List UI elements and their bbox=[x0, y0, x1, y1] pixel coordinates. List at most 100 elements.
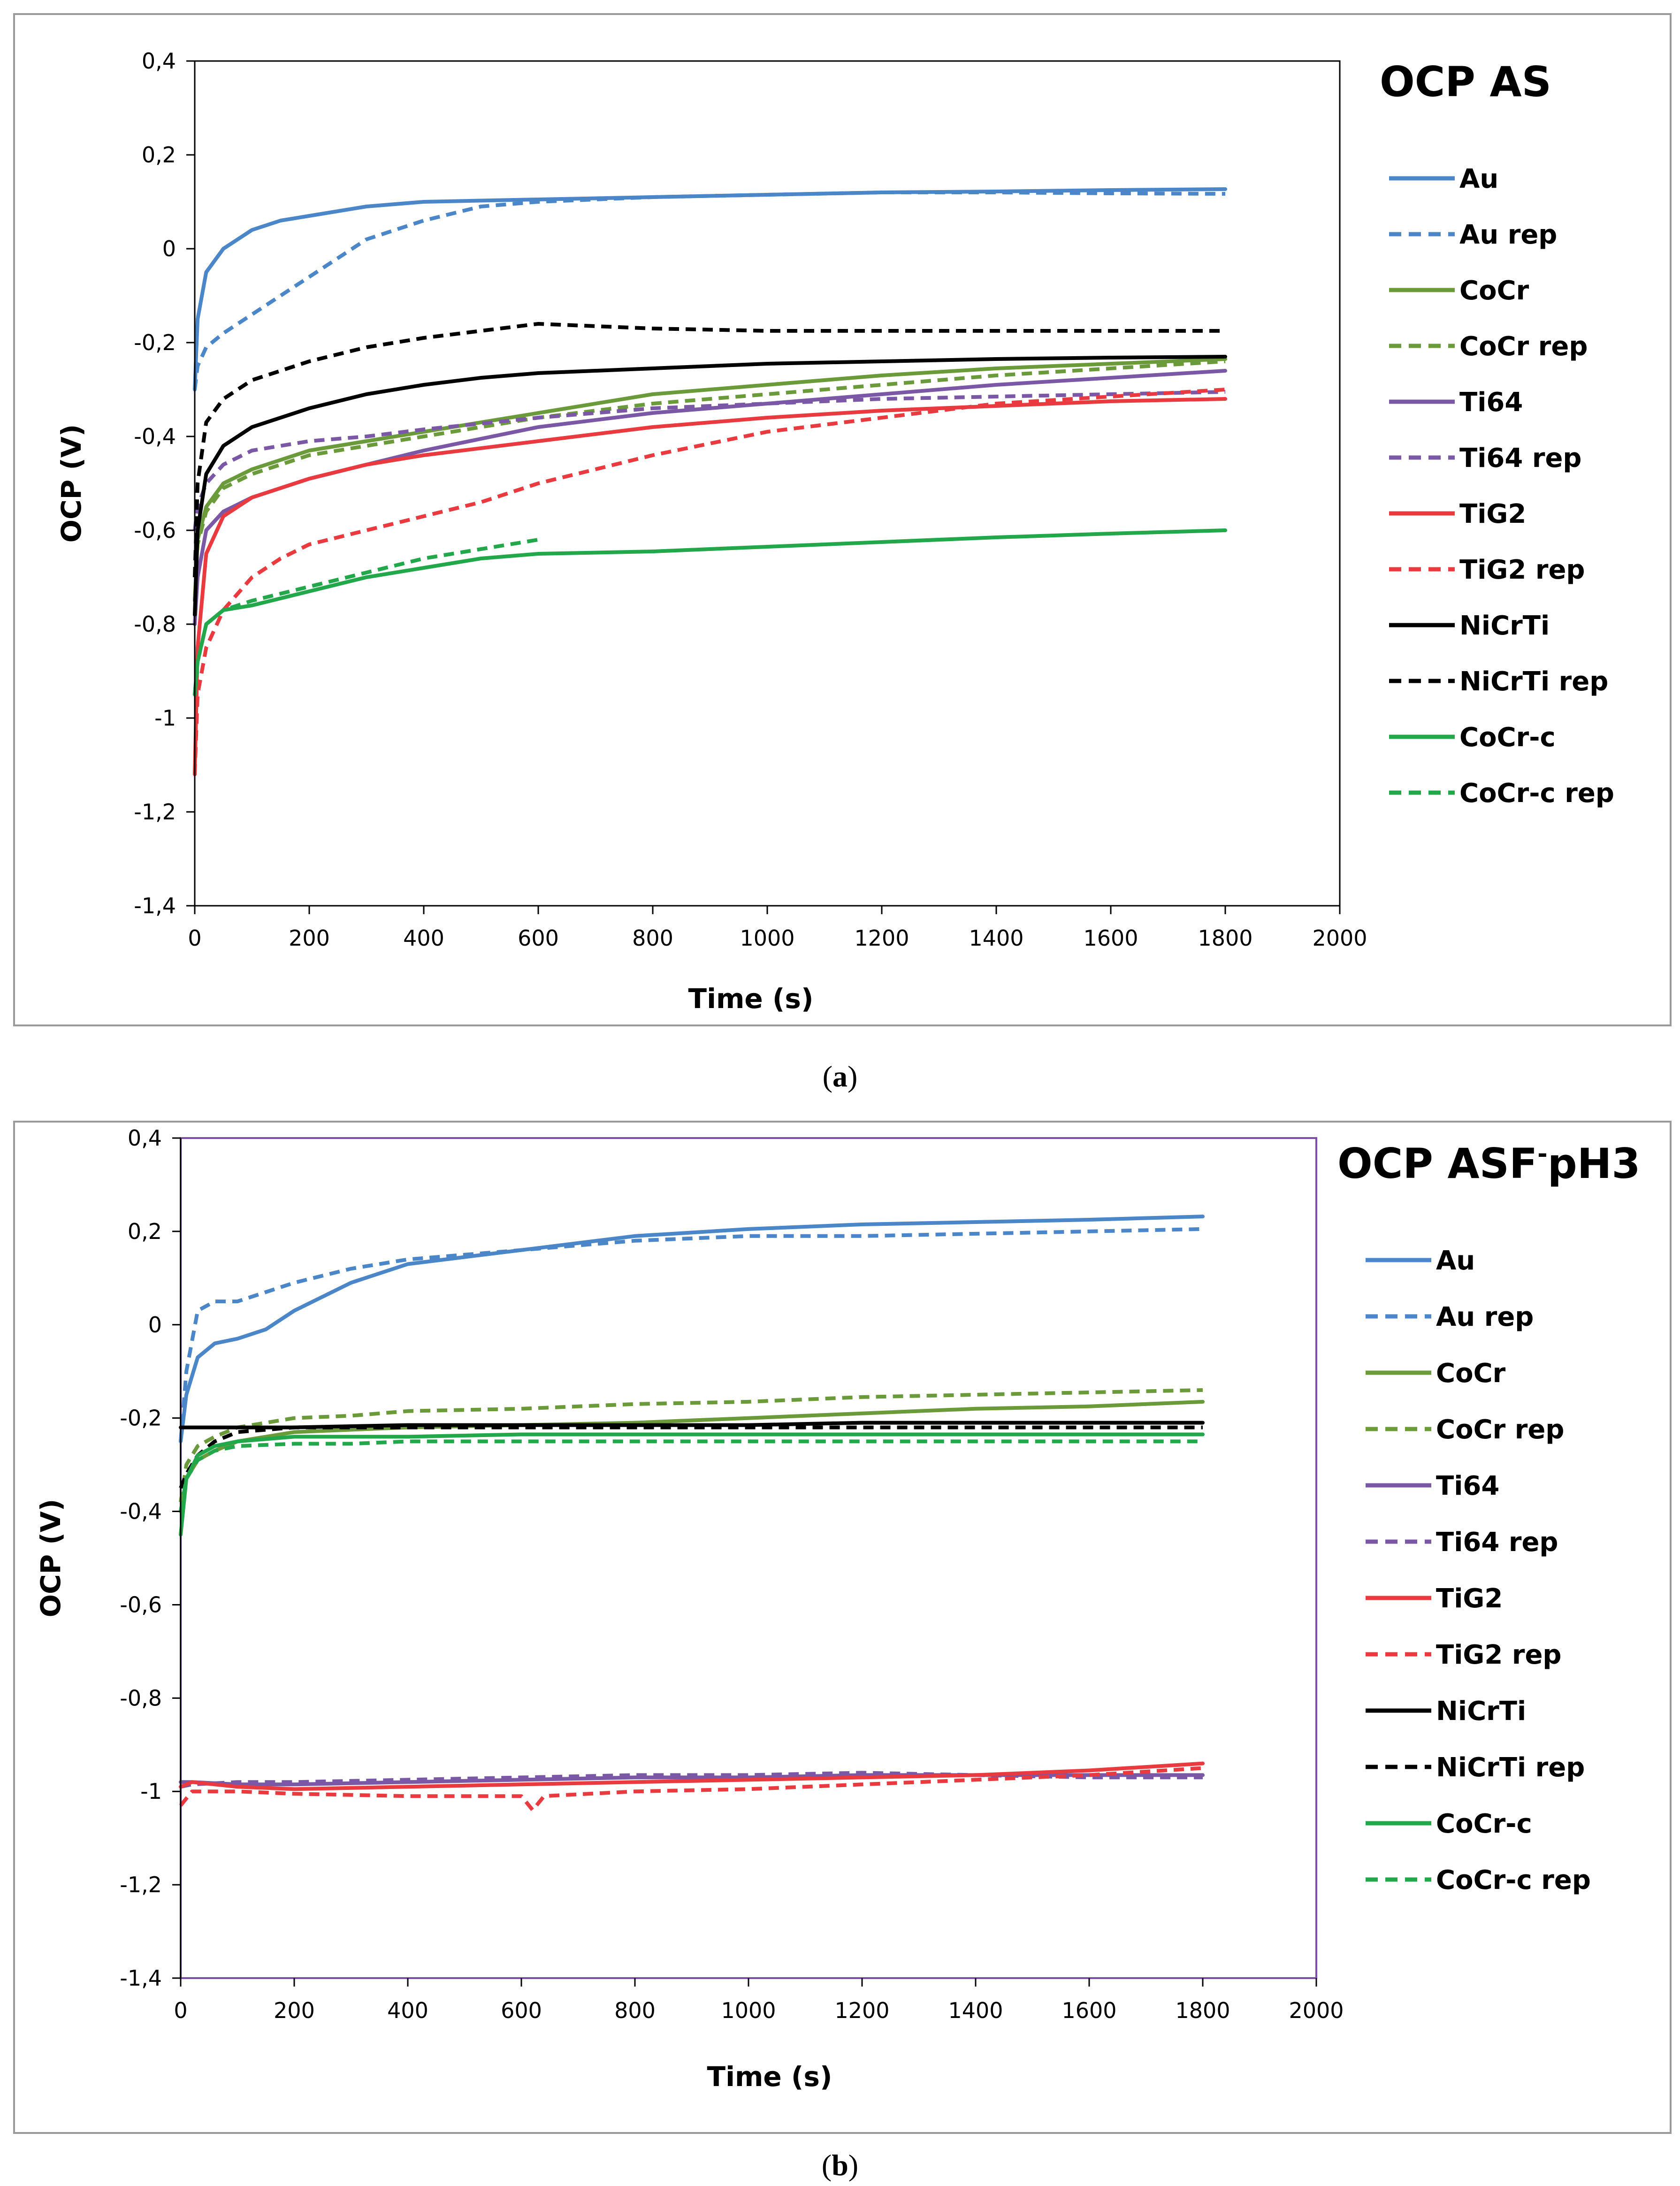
x-tick-label-a: 800 bbox=[632, 925, 673, 951]
x-tick-label-b: 600 bbox=[501, 1998, 542, 2023]
legend-label-ti64-a: Ti64 bbox=[1459, 387, 1523, 418]
legend-label-nicrti-b: NiCrTi bbox=[1436, 1696, 1526, 1727]
x-tick-label-b: 2000 bbox=[1289, 1998, 1344, 2023]
x-axis-label-b: Time (s) bbox=[707, 2061, 832, 2093]
series-line-tig2-b bbox=[179, 1761, 1205, 1791]
series-line-cocr-c-rep-b bbox=[179, 1439, 1203, 1512]
legend-label-au-a: Au bbox=[1459, 164, 1498, 194]
y-tick-label-a: 0,4 bbox=[142, 48, 176, 74]
y-tick-label-b: 0 bbox=[148, 1312, 162, 1338]
legend-label-cocr-c-rep-a: CoCr-c rep bbox=[1459, 778, 1614, 809]
y-tick-label-a: -1,2 bbox=[134, 799, 176, 825]
y-tick-label-b: -1,4 bbox=[120, 1965, 162, 1991]
series-line-cocr-c-b bbox=[179, 1432, 1205, 1537]
legend-label-cocr-c-rep-b: CoCr-c rep bbox=[1436, 1865, 1591, 1896]
y-tick-label-a: -1,4 bbox=[134, 893, 176, 918]
legend-label-cocr-rep-b: CoCr rep bbox=[1436, 1414, 1564, 1445]
x-tick-label-a: 0 bbox=[188, 925, 201, 951]
series-line-au-rep-b bbox=[179, 1227, 1203, 1442]
legend-label-au-b: Au bbox=[1436, 1246, 1475, 1276]
axes-a: 0,4 0,2 0 -0,2 -0,4 -0,6 -0,8 -1 -1,2 -1,4 0 200 400… bbox=[134, 48, 1367, 951]
y-tick-label-b: 0,4 bbox=[128, 1125, 162, 1151]
y-tick-label-b: -0,4 bbox=[120, 1499, 162, 1524]
y-tick-label-a: -0,6 bbox=[134, 518, 176, 543]
x-tick-label-a: 1600 bbox=[1083, 925, 1138, 951]
series-line-cocr-a bbox=[193, 357, 1227, 603]
series-line-nicrti-rep-b bbox=[179, 1425, 1203, 1489]
legend-label-ti64-b: Ti64 bbox=[1436, 1471, 1499, 1501]
x-tick-label-a: 1800 bbox=[1198, 925, 1252, 951]
chart-title-b: OCP ASF-pH3 bbox=[1337, 1139, 1641, 1188]
legend-label-cocr-rep-a: CoCr rep bbox=[1459, 331, 1588, 362]
axes-b: 0,4 0,2 0 -0,2 -0,4 -0,6 -0,8 -1 -1,2 -1,4 0 200 400… bbox=[120, 1125, 1344, 2023]
x-axis-label-a: Time (s) bbox=[688, 983, 814, 1015]
legend-label-tig2-rep-b: TiG2 rep bbox=[1436, 1640, 1562, 1670]
legend-label-nicrti-rep-a: NiCrTi rep bbox=[1459, 666, 1608, 697]
legend-label-tig2-b: TiG2 bbox=[1436, 1583, 1503, 1614]
panel-b-plot-area bbox=[180, 1137, 1317, 1979]
x-tick-label-b: 800 bbox=[614, 1998, 656, 2023]
legend-b: Au Au rep CoCr CoCr rep Ti64 Ti64 rep TiG2 TiG2… bbox=[1366, 1246, 1591, 1896]
x-tick-label-b: 1800 bbox=[1175, 1998, 1230, 2023]
y-tick-label-a: -0,8 bbox=[134, 611, 176, 637]
series-line-cocr-rep-b bbox=[179, 1388, 1203, 1503]
y-tick-label-b: -1 bbox=[140, 1779, 162, 1804]
x-tick-label-b: 1400 bbox=[948, 1998, 1003, 2023]
series-line-cocr-rep-a bbox=[193, 359, 1226, 601]
x-tick-label-a: 2000 bbox=[1312, 925, 1367, 951]
panel-a-plot-area bbox=[194, 60, 1341, 907]
x-tick-label-a: 200 bbox=[289, 925, 330, 951]
series-line-nicrti-b bbox=[179, 1421, 1205, 1429]
y-tick-label-b: 0,2 bbox=[128, 1219, 162, 1244]
y-tick-label-a: -1 bbox=[154, 705, 176, 731]
series-group-b bbox=[179, 1215, 1205, 1812]
legend-label-ti64-rep-a: Ti64 rep bbox=[1459, 443, 1582, 474]
y-tick-label-a: -0,4 bbox=[134, 424, 176, 449]
series-line-ti64-a bbox=[193, 369, 1227, 626]
legend-label-cocr-a: CoCr bbox=[1459, 275, 1529, 306]
legend-label-tig2-a: TiG2 bbox=[1459, 499, 1526, 529]
x-tick-label-b: 0 bbox=[174, 1998, 187, 2023]
series-line-ti64-rep-a bbox=[193, 390, 1226, 531]
x-tick-label-b: 1200 bbox=[834, 1998, 889, 2023]
y-tick-label-b: -1,2 bbox=[120, 1872, 162, 1897]
y-tick-label-b: -0,8 bbox=[120, 1685, 162, 1711]
x-tick-label-a: 1200 bbox=[854, 925, 909, 951]
y-axis-label-a: OCP (V) bbox=[55, 424, 87, 543]
y-tick-label-b: -0,2 bbox=[120, 1406, 162, 1431]
x-tick-label-a: 1000 bbox=[740, 925, 794, 951]
series-group-a bbox=[193, 187, 1227, 776]
series-line-nicrti-a bbox=[193, 355, 1227, 617]
x-tick-label-a: 400 bbox=[403, 925, 444, 951]
caption-a: (a) bbox=[823, 1060, 858, 1093]
y-axis-label-b: OCP (V) bbox=[35, 1499, 67, 1617]
y-tick-label-a: -0,2 bbox=[134, 330, 176, 355]
caption-b: (b) bbox=[822, 2148, 858, 2182]
legend-label-tig2-rep-a: TiG2 rep bbox=[1459, 555, 1585, 585]
y-tick-label-a: 0,2 bbox=[142, 142, 176, 168]
series-line-cocr-c-rep-a bbox=[193, 538, 539, 695]
panel-a: 0,4 0,2 0 -0,2 -0,4 -0,6 -0,8 -1 -1,2 -1,4 0 200 400… bbox=[13, 13, 1672, 1026]
y-tick-label-b: -0,6 bbox=[120, 1592, 162, 1617]
legend-label-nicrti-rep-b: NiCrTi rep bbox=[1436, 1752, 1585, 1783]
series-line-cocr-c-a bbox=[193, 528, 1227, 696]
series-line-nicrti-rep-a bbox=[193, 322, 1225, 578]
y-tick-label-a: 0 bbox=[162, 236, 176, 261]
x-tick-label-b: 1600 bbox=[1061, 1998, 1116, 2023]
legend-label-au-rep-a: Au rep bbox=[1459, 220, 1557, 250]
series-line-tig2-rep-a bbox=[193, 388, 1226, 775]
x-tick-label-b: 400 bbox=[387, 1998, 428, 2023]
legend-label-ti64-rep-b: Ti64 rep bbox=[1436, 1527, 1558, 1558]
legend-a: Au Au rep CoCr CoCr rep Ti64 Ti64 rep TiG2 TiG2… bbox=[1389, 164, 1614, 809]
series-line-au-rep-a bbox=[193, 191, 1226, 390]
legend-label-cocr-b: CoCr bbox=[1436, 1358, 1506, 1389]
series-line-tig2-rep-b bbox=[179, 1766, 1203, 1812]
chart-title-a: OCP AS bbox=[1380, 58, 1551, 106]
panel-b: 0,4 0,2 0 -0,2 -0,4 -0,6 -0,8 -1 -1,2 -1,4 0 200 400… bbox=[13, 1121, 1672, 2134]
x-tick-label-a: 1400 bbox=[969, 925, 1023, 951]
legend-label-cocr-c-b: CoCr-c bbox=[1436, 1809, 1532, 1839]
x-tick-label-b: 200 bbox=[274, 1998, 315, 2023]
legend-label-cocr-c-a: CoCr-c bbox=[1459, 722, 1556, 753]
x-tick-label-b: 1000 bbox=[721, 1998, 776, 2023]
